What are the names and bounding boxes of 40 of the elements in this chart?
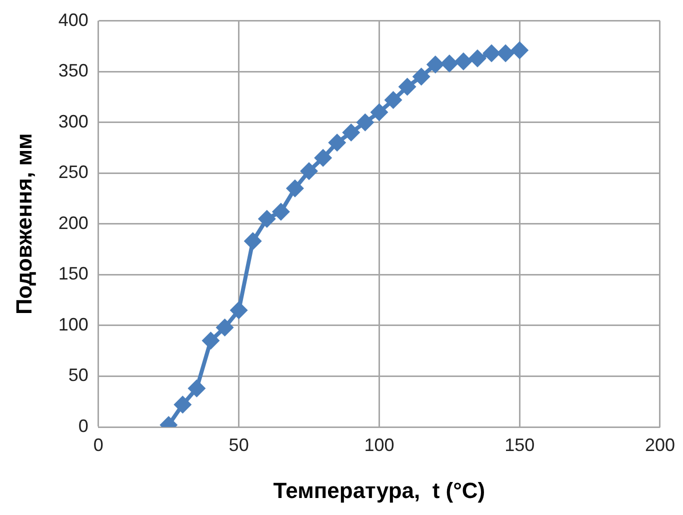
point <box>510 41 529 60</box>
point <box>300 162 318 180</box>
point <box>426 55 444 74</box>
point <box>412 68 430 86</box>
point <box>244 232 262 250</box>
y-tick-label: 0 <box>78 416 88 436</box>
y-tick-label: 350 <box>58 60 88 81</box>
y-tick-label: 150 <box>58 264 88 284</box>
y-tick-label: 400 <box>58 10 88 30</box>
point <box>272 202 290 221</box>
point <box>356 113 374 132</box>
x-tick-label: 0 <box>93 434 104 455</box>
x-tick-label: 100 <box>364 434 394 455</box>
point <box>496 44 515 62</box>
y-tick-label: 300 <box>58 111 88 132</box>
point <box>216 318 234 336</box>
point <box>230 301 248 320</box>
point <box>370 103 388 122</box>
y-tick-label: 250 <box>58 162 88 182</box>
point <box>286 179 304 198</box>
x-tick-label: 150 <box>504 434 535 455</box>
point <box>328 134 346 152</box>
point <box>174 396 192 414</box>
point <box>468 49 486 68</box>
point <box>440 54 458 72</box>
y-tick-label: 50 <box>68 365 88 386</box>
point <box>454 52 472 70</box>
x-tick-label: 50 <box>228 434 249 455</box>
y-tick-label: 100 <box>58 314 88 334</box>
y-axis-title: Подовження, мм <box>11 133 36 315</box>
point <box>398 78 416 96</box>
point <box>342 124 360 142</box>
point <box>202 332 220 350</box>
point <box>258 210 276 228</box>
x-axis-title: Температура, t (°С) <box>273 478 486 503</box>
y-tick-label: 200 <box>58 212 88 233</box>
x-tick-label: 200 <box>644 434 676 455</box>
point <box>314 148 332 167</box>
point <box>188 379 206 398</box>
point <box>384 91 402 110</box>
